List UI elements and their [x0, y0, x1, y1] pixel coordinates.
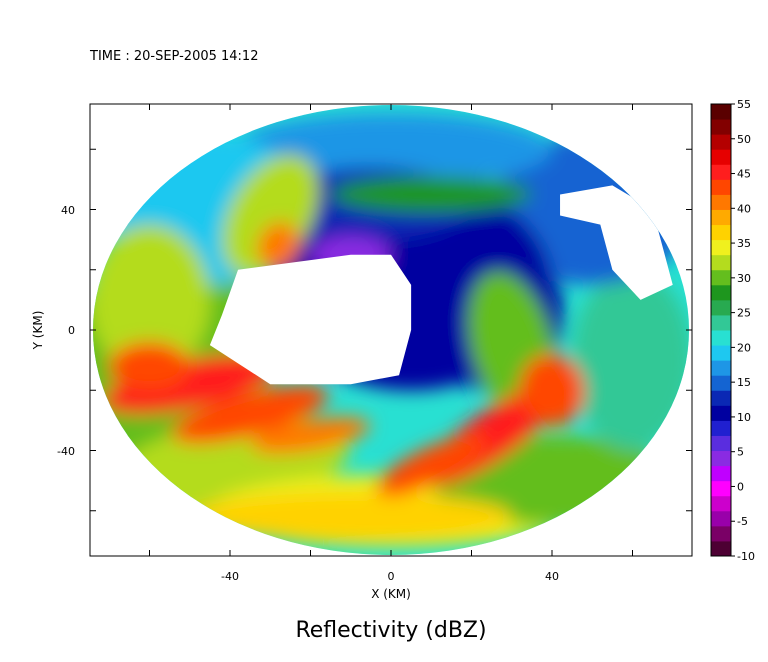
colorbar-segment — [711, 149, 731, 165]
reflectivity-cell — [109, 342, 190, 391]
y-tick-label: 0 — [68, 324, 75, 337]
x-tick-label: 40 — [545, 570, 559, 583]
colorbar-tick-label: 20 — [737, 341, 751, 354]
x-tick-label: -40 — [221, 570, 239, 583]
reflectivity-cell — [93, 224, 210, 376]
colorbar-segment — [711, 540, 731, 557]
reflectivity-cell — [376, 435, 487, 496]
colorbar-segment — [711, 390, 731, 406]
colorbar-segment — [711, 465, 731, 482]
colorbar-tick-label: 0 — [737, 480, 744, 493]
colorbar-tick-label: 30 — [737, 272, 751, 285]
reflectivity-cell — [519, 354, 585, 427]
colorbar-segment — [711, 119, 731, 135]
x-axis-label: X (KM) — [371, 587, 411, 601]
reflectivity-cell — [572, 269, 689, 451]
chart-title: Reflectivity (dBZ) — [295, 618, 486, 643]
colorbar-segment — [711, 510, 731, 527]
colorbar-tick-label: 40 — [737, 202, 751, 215]
colorbar-segment — [711, 284, 731, 301]
colorbar-tick-label: -10 — [737, 550, 755, 563]
colorbar-segment — [711, 224, 731, 241]
colorbar-segment — [711, 330, 731, 346]
reflectivity-cell — [189, 492, 512, 541]
colorbar-tick-label: 55 — [737, 98, 751, 111]
reflectivity-cell — [172, 385, 329, 444]
colorbar-segment — [711, 164, 731, 180]
colorbar-segment — [711, 495, 731, 512]
colorbar-segment — [711, 209, 731, 226]
colorbar-segment — [711, 375, 731, 391]
no-echo-region — [560, 185, 673, 300]
colorbar-segment — [711, 345, 731, 361]
colorbar-segment — [711, 420, 731, 436]
reflectivity-cell — [257, 222, 300, 270]
colorbar-tick-label: 35 — [737, 237, 751, 250]
reflectivity-cell — [102, 354, 277, 415]
y-axis-label: Y (KM) — [31, 311, 45, 351]
colorbar-segment — [711, 450, 731, 467]
colorbar-segment — [711, 360, 731, 376]
axis-ticks — [90, 104, 692, 556]
colorbar-segment — [711, 194, 731, 210]
colorbar-tick-label: 25 — [737, 307, 751, 320]
colorbar-segment — [711, 525, 731, 542]
colorbar-tick-label: -5 — [737, 515, 748, 528]
colorbar-tick-label: 50 — [737, 133, 751, 146]
x-tick-label: 0 — [388, 570, 395, 583]
timestamp-label: TIME : 20-SEP-2005 14:12 — [89, 49, 258, 64]
colorbar-segment — [711, 405, 731, 421]
y-tick-label: -40 — [57, 445, 75, 458]
y-tick-label: 40 — [61, 204, 75, 217]
colorbar-segment — [711, 254, 731, 271]
colorbar-segment — [711, 104, 731, 120]
reflectivity-cell — [330, 176, 532, 213]
colorbar-segment — [711, 299, 731, 316]
colorbar-tick-label: 15 — [737, 376, 751, 389]
colorbar-tick-label: 45 — [737, 168, 751, 181]
reflectivity-cell — [250, 417, 371, 454]
colorbar-tick-label: 5 — [737, 446, 744, 459]
colorbar-segment — [711, 134, 731, 150]
colorbar-segment — [711, 480, 731, 497]
colorbar-segment — [711, 239, 731, 256]
colorbar-segment — [711, 269, 731, 286]
no-echo-region — [209, 254, 412, 385]
colorbar-tick-label: 10 — [737, 411, 751, 424]
reflectivity-field — [93, 105, 689, 555]
colorbar-segment — [711, 314, 731, 331]
colorbar-segment — [711, 435, 731, 452]
colorbar-segment — [711, 179, 731, 195]
